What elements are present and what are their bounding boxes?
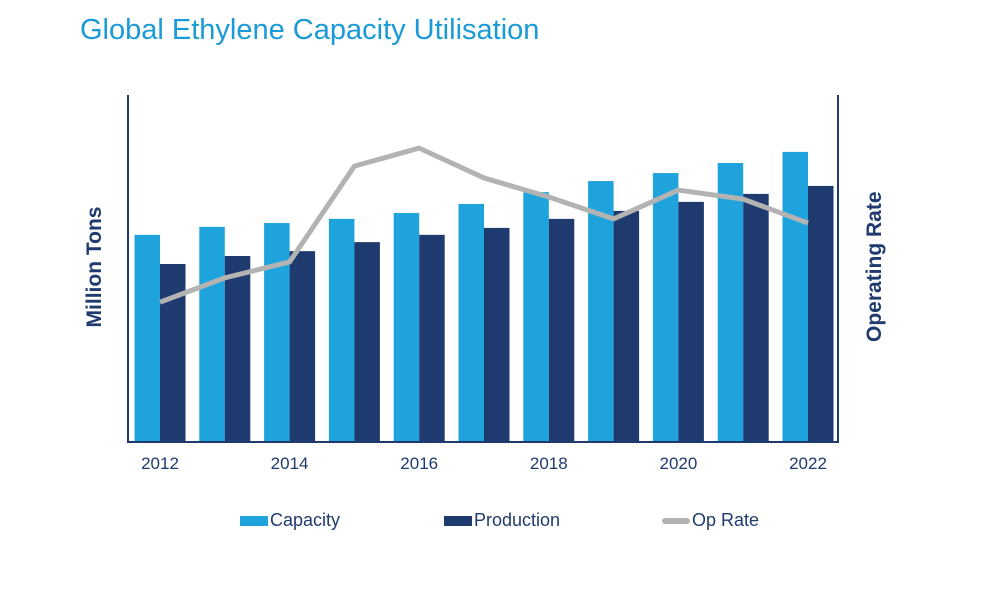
bar-capacity-2012 — [134, 234, 160, 442]
bar-production-2022 — [808, 185, 834, 442]
x-tick-label: 2022 — [789, 454, 827, 473]
legend-label: Capacity — [270, 510, 341, 530]
bar-production-2013 — [224, 256, 251, 442]
bar-capacity-2013 — [199, 226, 225, 442]
legend-swatch-production — [444, 515, 472, 526]
bar-production-2012 — [160, 263, 186, 442]
bar-production-2018 — [548, 218, 575, 442]
bar-production-2020 — [678, 201, 704, 442]
legend-capacity: Capacity — [240, 510, 340, 531]
bar-capacity-2014 — [264, 223, 290, 442]
bar-capacity-2021 — [717, 163, 744, 442]
x-tick-label: 2020 — [659, 454, 697, 473]
legend-op-rate: Op Rate — [662, 510, 759, 531]
bar-capacity-2020 — [652, 173, 679, 442]
legend-label: Op Rate — [692, 510, 760, 530]
x-tick-label: 2014 — [271, 454, 309, 473]
bar-capacity-2016 — [393, 212, 420, 442]
bar-capacity-2018 — [523, 192, 549, 442]
legend-swatch-capacity — [240, 515, 268, 526]
bar-production-2015 — [354, 242, 380, 442]
x-tick-label: 2016 — [400, 454, 438, 473]
x-tick-label: 2018 — [530, 454, 568, 473]
bar-capacity-2022 — [782, 151, 808, 442]
bar-production-2014 — [289, 251, 316, 442]
bar-production-2019 — [613, 210, 640, 442]
chart-title: Global Ethylene Capacity Utilisation — [80, 14, 540, 46]
bar-production-2017 — [484, 227, 510, 442]
x-tick-label: 2012 — [141, 454, 179, 473]
bar-capacity-2017 — [458, 203, 484, 442]
bar-production-2016 — [419, 234, 445, 442]
bar-capacity-2019 — [588, 181, 614, 442]
legend-swatch-op-rate — [662, 517, 690, 524]
legend-production: Production — [444, 510, 560, 531]
bar-production-2021 — [743, 193, 769, 442]
bar-capacity-2015 — [328, 218, 355, 442]
legend-label: Production — [474, 510, 561, 530]
